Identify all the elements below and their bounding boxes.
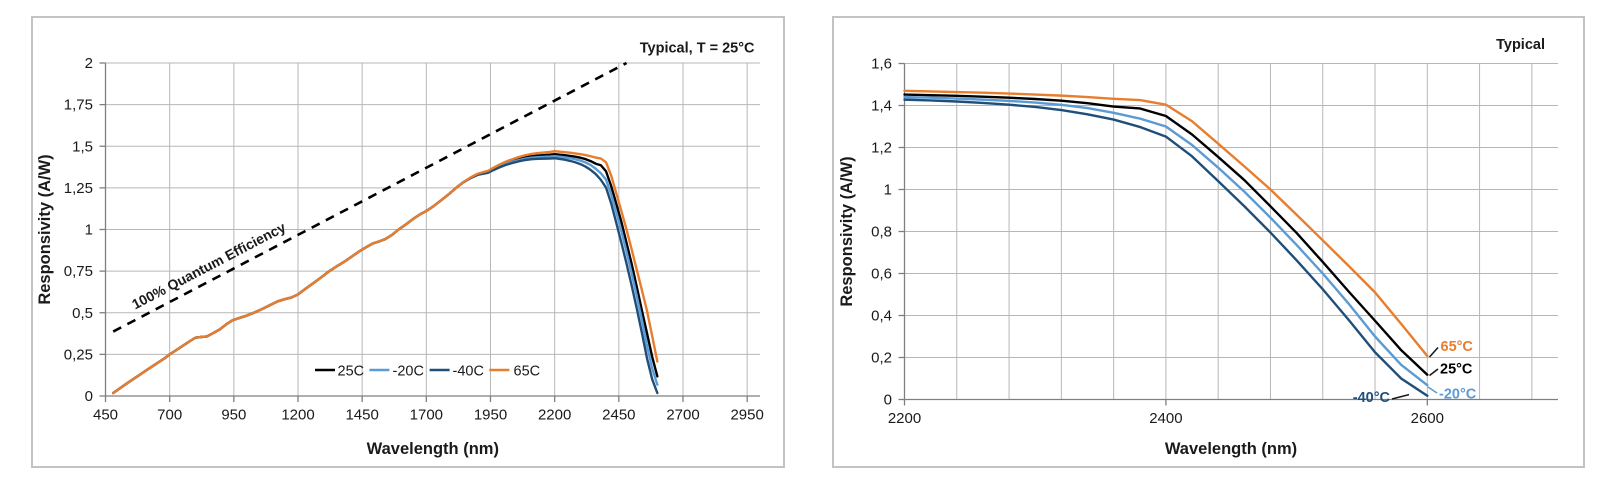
legend-label-65C: 65C: [514, 364, 541, 380]
data-label-leader--20C: [1427, 386, 1438, 394]
y-tick-label: 0: [85, 388, 93, 405]
y-tick-label: 1,2: [871, 140, 892, 157]
x-tick-label: 2950: [730, 407, 763, 424]
series-line-65C: [903, 89, 1429, 358]
tick-labels: 0 0,2 0,4 0,6 0,8 1 1,2 1,4 1,6 2200 2400 2600: [871, 56, 1444, 428]
y-tick-label: 1,25: [64, 180, 93, 197]
data-label--40C: -40°C: [1353, 390, 1391, 406]
data-label-leader-25C: [1429, 368, 1439, 377]
y-tick-label: 1,75: [64, 97, 93, 114]
series-line-25C: [903, 93, 1429, 376]
axes: [99, 62, 760, 402]
data-label-leader--40C: [1391, 393, 1410, 400]
x-axis-title: Wavelength (nm): [367, 440, 499, 458]
chart-panel-responsivity-full-range: 0 0,25 0,5 0,75 1 1,25 1,5 1,75 2 450 700 950 1200 14…: [31, 16, 785, 468]
y-tick-label: 0,4: [871, 308, 892, 325]
series-line--40C: [903, 98, 1429, 397]
series-line-65C: [112, 150, 659, 395]
y-tick-label: 1: [884, 182, 892, 199]
y-tick-label: 0,5: [72, 305, 93, 322]
legend: 25C -20C -40C 65C: [315, 364, 540, 380]
series-lines: [112, 150, 659, 395]
y-tick-label: 1,6: [871, 56, 892, 73]
chart-panel-responsivity-cutoff-detail: 0 0,2 0,4 0,6 0,8 1 1,2 1,4 1,6 2200 2400 2600 Wavel…: [832, 16, 1585, 468]
x-tick-label: 700: [157, 407, 182, 424]
series-lines: [903, 89, 1429, 397]
data-label-65C: 65°C: [1441, 339, 1474, 355]
data-label-leader-65C: [1428, 346, 1439, 358]
x-tick-label: 1450: [345, 407, 378, 424]
y-tick-label: 1,5: [72, 138, 93, 155]
legend-label--40C: -40C: [453, 364, 484, 380]
x-tick-label: 2450: [602, 407, 635, 424]
y-tick-label: 0: [884, 392, 892, 409]
chart-title: Typical, T = 25°C: [640, 41, 755, 57]
series-end-labels: 65°C 25°C -20°C -40°C: [1353, 339, 1477, 406]
y-tick-label: 0,25: [64, 346, 93, 363]
y-tick-label: 0,2: [871, 350, 892, 367]
x-tick-label: 450: [93, 407, 118, 424]
chart-title: Typical: [1496, 37, 1545, 53]
x-axis-title: Wavelength (nm): [1165, 440, 1297, 458]
data-label--20C: -20°C: [1439, 387, 1477, 403]
series-line--20C: [903, 95, 1429, 387]
quantum-efficiency-label: 100% Quantum Efficiency: [129, 219, 288, 313]
gridlines: [105, 62, 760, 396]
y-tick-label: 2: [85, 55, 93, 72]
chart-responsivity-cutoff-detail: 0 0,2 0,4 0,6 0,8 1 1,2 1,4 1,6 2200 2400 2600 Wavel…: [838, 37, 1558, 458]
x-tick-label: 2200: [888, 410, 921, 427]
x-tick-label: 2600: [1411, 410, 1444, 427]
x-tick-label: 1700: [410, 407, 443, 424]
x-tick-label: 2400: [1149, 410, 1182, 427]
axes: [898, 62, 1558, 406]
data-label-25C: 25°C: [1440, 362, 1473, 378]
y-tick-label: 0,6: [871, 266, 892, 283]
legend-label--20C: -20C: [393, 364, 424, 380]
y-tick-label: 0,8: [871, 224, 892, 241]
y-axis-title: Responsivity (A/W): [36, 154, 54, 304]
x-tick-label: 950: [221, 407, 246, 424]
y-axis-title: Responsivity (A/W): [838, 156, 856, 306]
x-tick-label: 2700: [666, 407, 699, 424]
y-tick-label: 1,4: [871, 98, 892, 115]
quantum-efficiency-line: [112, 61, 628, 333]
x-tick-label: 1200: [281, 407, 314, 424]
x-tick-label: 1950: [474, 407, 507, 424]
y-tick-label: 1: [85, 222, 93, 239]
y-tick-label: 0,75: [64, 263, 93, 280]
legend-label-25C: 25C: [338, 364, 365, 380]
x-tick-label: 2200: [538, 407, 571, 424]
